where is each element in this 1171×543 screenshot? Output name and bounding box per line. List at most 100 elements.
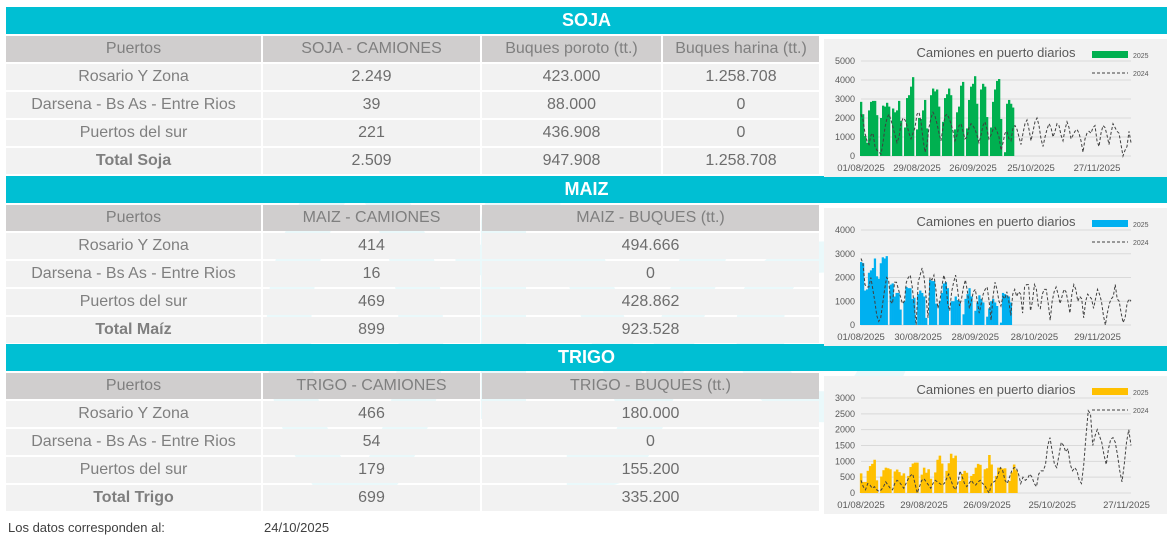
x-tick-label: 29/08/2025 (893, 163, 941, 174)
bar-2025 (920, 118, 923, 156)
y-tick-label: 2000 (835, 273, 855, 283)
bar-2025 (938, 455, 942, 493)
bar-2025 (889, 469, 892, 493)
bar-2025 (990, 464, 993, 493)
bar-2025 (1012, 107, 1015, 156)
y-tick-label: 3000 (835, 94, 855, 104)
x-tick-label: 25/10/2025 (1007, 163, 1055, 174)
bar-2025 (1015, 470, 1018, 493)
value-cell: 88.000 (482, 92, 661, 118)
bar-2025 (947, 463, 951, 493)
y-tick-label: 2500 (835, 409, 855, 419)
port-name: Darsena - Bs As - Entre Rios (6, 429, 261, 455)
x-tick-label: 29/08/2025 (900, 500, 948, 511)
bar-2025 (871, 463, 874, 493)
value-cell: 947.908 (482, 148, 661, 174)
port-name: Rosario Y Zona (6, 401, 261, 427)
bar-2025 (924, 99, 927, 156)
bar-2025 (868, 466, 872, 493)
port-name: Puertos del sur (6, 120, 261, 146)
x-tick-label: 01/08/2025 (837, 163, 885, 174)
bar-2025 (992, 298, 995, 325)
x-tick-label: 29/11/2025 (1074, 332, 1121, 343)
bar-2025 (934, 472, 937, 493)
column-header: TRIGO - CAMIONES (263, 373, 480, 399)
bar-2025 (932, 281, 936, 325)
bar-2025 (893, 296, 896, 325)
bar-2025 (918, 118, 921, 156)
column-header: Buques harina (tt.) (663, 36, 819, 62)
chart-title: Camiones en puerto diarios (917, 45, 1076, 60)
bar-2025 (942, 121, 945, 156)
bar-2025 (900, 120, 903, 156)
bar-2025 (860, 262, 863, 325)
section-title-trigo: TRIGO (6, 344, 1167, 371)
bar-2025 (944, 98, 947, 156)
bar-2025 (950, 301, 953, 325)
x-tick-label: 01/08/2025 (837, 332, 885, 343)
legend-swatch-2025 (1092, 388, 1128, 395)
value-cell: 0 (663, 92, 819, 118)
bar-2025 (961, 474, 964, 493)
bar-2025 (889, 284, 892, 325)
bar-2025 (1008, 480, 1011, 493)
bar-2025 (907, 475, 910, 493)
bar-2025 (873, 459, 876, 493)
value-cell: 699 (263, 485, 480, 511)
bar-2025 (934, 303, 938, 325)
bar-2025 (949, 453, 953, 493)
bar-2025 (1005, 295, 1009, 325)
bar-2025 (897, 292, 900, 325)
bar-2025 (911, 463, 915, 493)
legend-label-2024: 2024 (1133, 408, 1149, 415)
port-name: Total Soja (6, 148, 261, 174)
bar-2025 (936, 459, 939, 493)
table-row: Darsena - Bs As - Entre Rios 16 0 (6, 261, 819, 287)
table-header-row: Puertos TRIGO - CAMIONES TRIGO - BUQUES (t… (6, 373, 819, 399)
bar-2025 (982, 302, 985, 325)
bar-2025 (862, 114, 865, 156)
bar-2025 (988, 308, 991, 325)
value-cell: 899 (263, 317, 480, 343)
value-cell: 923.528 (482, 317, 819, 343)
bar-2025 (1007, 296, 1011, 325)
bar-2025 (892, 108, 895, 156)
bar-2025 (1000, 118, 1003, 156)
bar-2025 (871, 268, 875, 325)
column-header: MAIZ - BUQUES (tt.) (482, 205, 819, 231)
value-cell: 2.509 (263, 148, 480, 174)
y-tick-label: 2000 (835, 113, 855, 123)
bar-2025 (946, 94, 949, 156)
value-cell: 155.200 (482, 457, 819, 483)
bar-2025 (970, 475, 973, 493)
legend-label-2024: 2024 (1133, 240, 1149, 247)
bar-2025 (974, 76, 977, 156)
bar-2025 (909, 467, 912, 493)
bar-2025 (916, 462, 919, 493)
bar-2025 (994, 302, 997, 325)
value-cell: 2.249 (263, 64, 480, 90)
bar-2025 (988, 455, 991, 493)
bar-2025 (976, 302, 979, 325)
value-cell: 54 (263, 429, 480, 455)
bar-2025 (867, 272, 871, 325)
bar-2025 (864, 136, 867, 156)
column-header: Buques poroto (tt.) (482, 36, 661, 62)
y-tick-label: 5000 (835, 56, 855, 66)
table-row: Rosario Y Zona 2.249 423.000 1.258.708 (6, 64, 819, 90)
port-name: Puertos del sur (6, 289, 261, 315)
bar-2025 (944, 282, 948, 325)
bar-2025 (974, 467, 978, 493)
bar-2025 (1006, 103, 1009, 156)
bar-2025 (994, 89, 997, 156)
bar-2025 (927, 469, 930, 493)
port-name: Darsena - Bs As - Entre Rios (6, 92, 261, 118)
bar-2025 (920, 474, 924, 493)
bar-2025 (873, 258, 877, 325)
bar-2025 (997, 467, 1000, 493)
bar-2025 (906, 98, 909, 156)
column-header: Puertos (6, 373, 261, 399)
bar-2025 (921, 292, 924, 325)
bar-2025 (899, 309, 902, 325)
bar-2025 (888, 106, 891, 156)
